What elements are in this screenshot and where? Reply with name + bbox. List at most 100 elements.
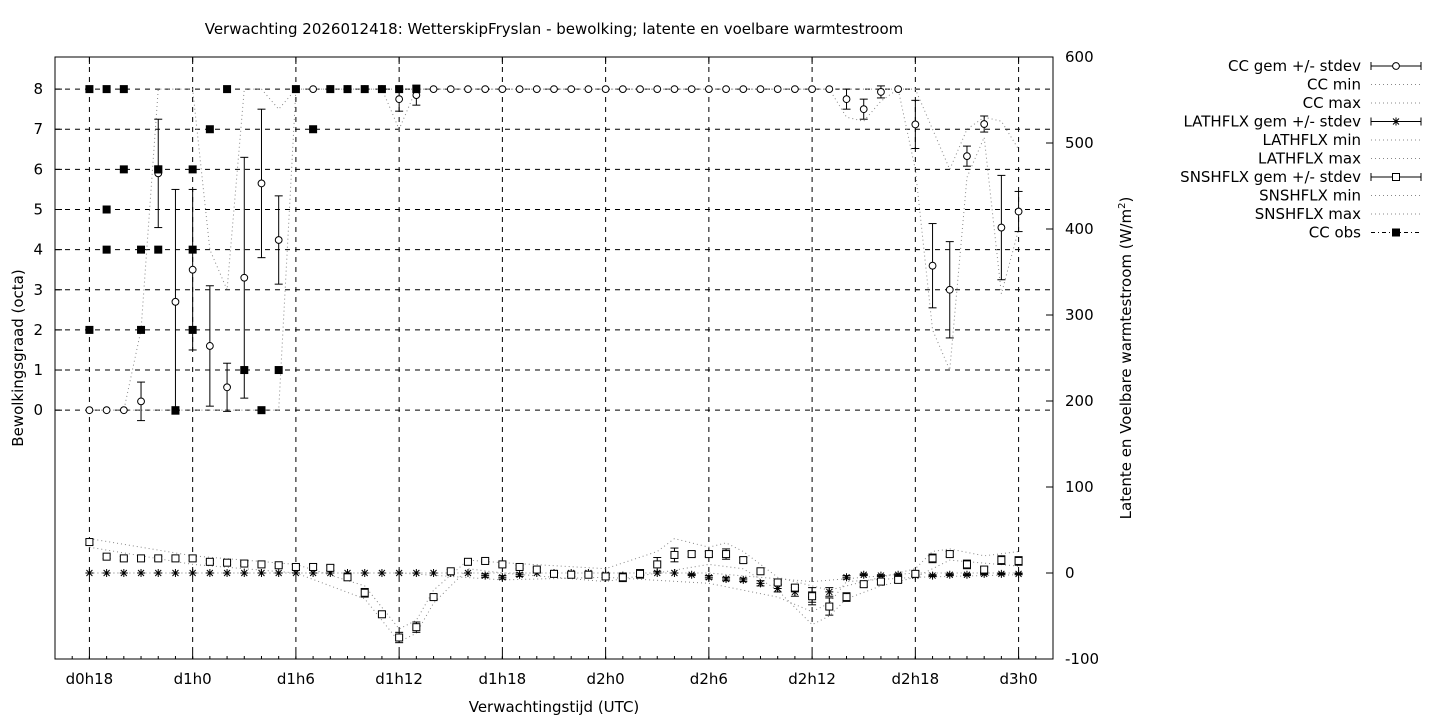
lathflx-mean-point [1014,569,1023,578]
x-tick-label: d2h6 [690,670,728,688]
lathflx-mean-point [980,569,989,578]
snshflx-mean-point [980,565,989,574]
lathflx-mean-point [102,569,111,577]
y2-tick-label: 200 [1065,392,1094,410]
axes: d0h18 d1h0 d1h6 d1h12 d1h18 d2h0 d2h6 d2h12 d2h1… [33,48,1099,688]
cc-obs-point [102,205,111,214]
cc-obs-point [395,85,404,94]
cc-mean-point [945,285,954,294]
snshflx-mean-point [756,567,765,576]
cc-obs-point [137,325,146,334]
snshflx-mean-point [894,575,903,584]
snshflx-mean-point [928,554,937,563]
snshflx-mean-point [722,550,731,559]
lathflx-mean-point [463,569,472,577]
cc-obs-point [412,85,421,94]
cc-mean-point [309,85,318,94]
cc-mean-point [722,85,730,94]
cc-mean-point [274,236,283,244]
cc-obs-point [274,366,283,375]
cc-obs-point [377,85,386,94]
cc-mean-point [550,85,558,94]
x-tick-label: d1h18 [479,670,527,688]
y-tick-label: 7 [33,120,43,138]
cc-mean-point [739,85,748,94]
cc-obs-point [343,85,352,94]
cc-mean-point [618,85,627,94]
snshflx-mean-point [808,592,817,601]
y-tick-label: 1 [33,361,43,379]
legend-sample-marker [1392,62,1400,70]
snshflx-mean-point [704,550,713,559]
lathflx-mean-point [85,569,94,577]
flux-envelope-line [89,546,1019,643]
snshflx-mean-point [343,573,352,582]
cc-mean-point [928,261,937,270]
lathflx-mean-point [205,569,214,577]
legend-label: LATHFLX max [1258,150,1361,168]
lathflx-mean-point [119,569,128,577]
snshflx-mean-point [498,560,507,569]
cc-mean-point [481,85,490,94]
x-tick-label: d2h12 [788,670,836,688]
cc-obs-point [137,245,146,254]
lathflx-mean-point [876,571,885,580]
snshflx-mean-point [550,569,558,578]
y-tick-label: 4 [33,241,43,259]
y2-axis-label: Latente en Voelbare warmtestroom (W/m2) [1117,197,1135,520]
cc-mean-point [963,152,971,161]
lathflx-mean-point [928,571,937,580]
cc-mean-point [756,85,765,94]
lathflx-mean-point [997,569,1006,578]
legend-label: SNSHFLX max [1255,205,1361,223]
legend-label: SNSHFLX gem +/- stdev [1180,168,1361,186]
lathflx-mean-point [894,570,903,579]
lathflx-mean-point [962,570,971,579]
cc-obs-point [154,245,163,254]
lathflx-mean-point [257,569,266,577]
snshflx-mean-point [1014,556,1023,565]
snshflx-mean-point [395,633,404,642]
y2-tick-label: 100 [1065,478,1094,496]
snshflx-mean-point [463,557,472,566]
lathflx-mean-point [360,569,369,577]
x-tick-label: d1h0 [174,670,212,688]
lathflx-mean-point [223,569,232,577]
lathflx-mean-point [429,569,438,577]
cc-mean-point [687,85,696,94]
snshflx-mean-point [584,570,593,579]
x-tick-label: d3h0 [1000,670,1038,688]
snshflx-mean-point [291,562,300,571]
lathflx-mean-point [481,571,490,580]
y2-tick-label: 300 [1065,306,1094,324]
snshflx-mean-point [825,602,834,611]
lathflx-mean-point [498,573,507,582]
cc-mean-point [240,273,249,282]
cc-obs-point [326,85,335,94]
cc-mean-point [119,406,128,415]
snshflx-mean-point [670,550,679,559]
cc-mean-point [446,85,455,94]
legend-label: LATHFLX min [1262,131,1361,149]
x-tick-label: d1h12 [375,670,423,688]
snshflx-mean-point [171,554,180,563]
x-tick-label: d1h6 [277,670,315,688]
chart-title: Verwachting 2026012418: WetterskipFrysla… [205,20,904,38]
cc-obs-point [291,85,300,94]
cc-mean-point [825,85,834,94]
lathflx-mean-point [343,569,352,577]
lathflx-mean-point [137,569,146,577]
snshflx-mean-point [567,570,576,579]
y-tick-label: 8 [33,80,43,98]
cc-obs-point [85,325,94,334]
snshflx-mean-point [773,578,782,587]
x-tick-label: d2h18 [892,670,940,688]
legend-label: CC obs [1309,224,1361,242]
cc-mean-point [790,85,799,94]
snshflx-mean-point [188,554,197,563]
snshflx-mean-point [859,580,868,589]
cc-mean-point [429,85,438,94]
snshflx-mean-point [601,572,610,581]
